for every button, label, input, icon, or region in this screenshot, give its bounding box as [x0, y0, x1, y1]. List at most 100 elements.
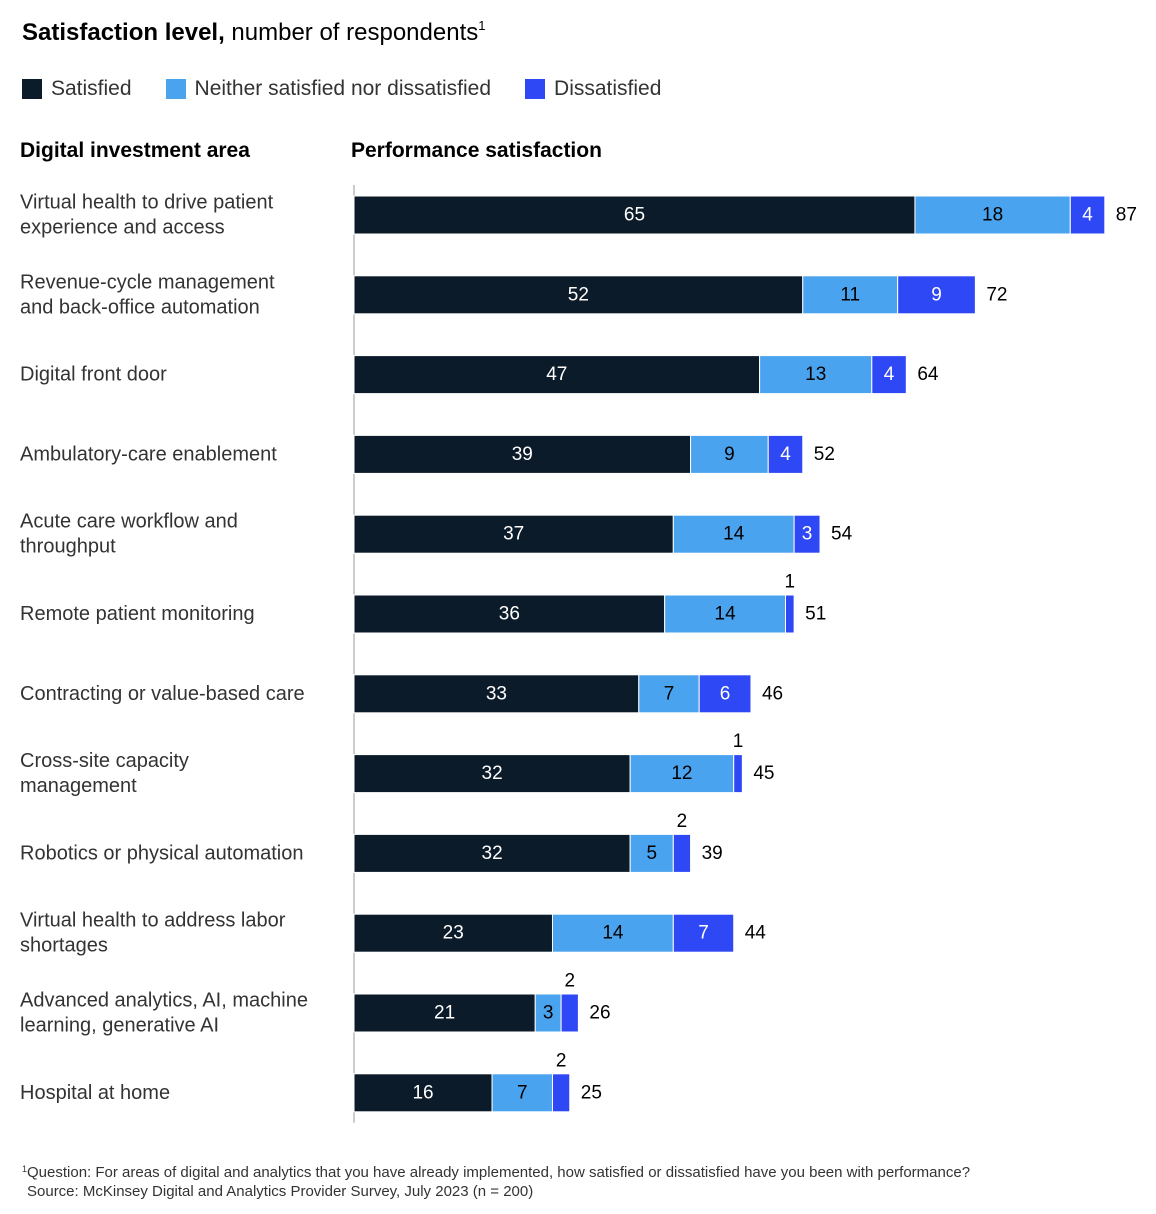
category-label: Advanced analytics, AI, machine: [20, 990, 308, 1012]
legend-swatch-neither: [165, 79, 186, 99]
data-label-satisfied: 32: [482, 843, 503, 864]
category-label: Revenue-cycle management: [20, 271, 275, 293]
column-header-investment-area: Digital investment area: [20, 139, 250, 162]
bar-segment-neither: [690, 434, 769, 474]
bar-segment-dissatisfied: [672, 913, 735, 953]
bar-segment-satisfied: [353, 275, 804, 315]
data-label-satisfied: 65: [624, 205, 645, 226]
legend-item-neither: Neither satisfied nor dissatisfied: [165, 77, 492, 101]
data-label-neither: 3: [543, 1003, 554, 1024]
bar-segment-neither: [759, 355, 873, 395]
data-label-satisfied: 37: [503, 524, 524, 545]
bar-segment-dissatisfied: [871, 355, 907, 395]
data-label-neither: 13: [805, 364, 826, 385]
total-label: 25: [581, 1082, 602, 1103]
chart-title: Satisfaction level, number of respondent…: [22, 18, 485, 47]
footnote-source: Source: McKinsey Digital and Analytics P…: [27, 1183, 534, 1200]
category-label: throughput: [20, 536, 116, 558]
data-label-neither: 7: [517, 1082, 528, 1103]
bar-segment-dissatisfied: [793, 514, 821, 554]
data-label-dissatisfied: 2: [556, 1050, 567, 1071]
category-label: Cross-site capacity: [20, 750, 189, 772]
bar-segment-dissatisfied: [733, 754, 743, 794]
total-label: 52: [814, 444, 835, 465]
category-label: management: [20, 775, 137, 797]
data-label-dissatisfied: 1: [733, 731, 744, 752]
bar-segment-dissatisfied: [785, 594, 795, 634]
category-label: learning, generative AI: [20, 1015, 219, 1037]
data-label-dissatisfied: 2: [677, 811, 688, 832]
data-label-neither: 18: [982, 205, 1003, 226]
data-label-dissatisfied: 9: [931, 284, 942, 305]
legend-label-neither: Neither satisfied nor dissatisfied: [194, 77, 492, 100]
data-label-dissatisfied: 4: [1082, 205, 1093, 226]
category-label: Remote patient monitoring: [20, 603, 255, 625]
bar-segment-neither: [638, 674, 700, 714]
total-label: 44: [745, 923, 767, 944]
total-label: 72: [986, 284, 1007, 305]
category-label: Digital front door: [20, 364, 167, 386]
legend-item-satisfied: Satisfied: [22, 77, 132, 101]
data-label-neither: 11: [840, 284, 860, 305]
legend: Satisfied Neither satisfied nor dissatis…: [22, 77, 695, 101]
data-label-dissatisfied: 1: [785, 572, 796, 593]
data-label-neither: 14: [723, 524, 745, 545]
bar-segment-neither: [914, 195, 1071, 235]
bar-segment-neither: [629, 833, 674, 873]
data-label-satisfied: 21: [434, 1003, 455, 1024]
category-label: Virtual health to drive patient: [20, 192, 274, 214]
data-label-satisfied: 23: [443, 923, 464, 944]
data-label-satisfied: 32: [482, 763, 503, 784]
category-label: shortages: [20, 935, 108, 957]
total-label: 87: [1116, 205, 1137, 226]
data-label-satisfied: 36: [499, 604, 520, 625]
chart-title-bold: Satisfaction level,: [22, 19, 225, 46]
category-label: Hospital at home: [20, 1082, 170, 1104]
footnote-question-text: Question: For areas of digital and analy…: [27, 1164, 971, 1181]
category-label: experience and access: [20, 217, 225, 239]
category-label: Contracting or value-based care: [20, 683, 305, 705]
footnote: 1Question: For areas of digital and anal…: [22, 1160, 970, 1201]
total-label: 51: [805, 604, 826, 625]
legend-label-dissatisfied: Dissatisfied: [554, 77, 662, 100]
bar-segment-satisfied: [353, 993, 536, 1033]
legend-item-dissatisfied: Dissatisfied: [525, 77, 661, 101]
total-label: 46: [762, 683, 783, 704]
category-label: Acute care workflow and: [20, 511, 238, 533]
total-label: 45: [753, 763, 774, 784]
bar-segment-satisfied: [353, 594, 666, 634]
data-label-neither: 5: [646, 843, 657, 864]
data-label-neither: 12: [671, 763, 692, 784]
total-label: 26: [589, 1003, 610, 1024]
bar-segment-neither: [672, 514, 795, 554]
bar-segment-dissatisfied: [767, 434, 804, 474]
bar-segment-neither: [629, 754, 735, 794]
bar-segment-dissatisfied: [897, 275, 976, 315]
legend-swatch-satisfied: [22, 79, 42, 99]
data-label-satisfied: 39: [512, 444, 533, 465]
bar-segment-dissatisfied: [1069, 195, 1106, 235]
bar-segment-dissatisfied: [551, 1073, 571, 1113]
data-label-dissatisfied: 2: [564, 971, 575, 992]
column-header-performance-satisfaction: Performance satisfaction: [351, 139, 602, 162]
category-label: Virtual health to address labor: [20, 910, 286, 932]
stacked-bar-chart: Virtual health to drive patient experienc…: [20, 185, 1137, 1123]
bar-segment-dissatisfied: [560, 993, 579, 1033]
bar-segment-dissatisfied: [698, 674, 752, 714]
bar-segment-satisfied: [353, 355, 761, 395]
bar-segment-neither: [534, 993, 562, 1033]
data-label-dissatisfied: 4: [884, 364, 895, 385]
footnote-question: 1Question: For areas of digital and anal…: [22, 1160, 970, 1182]
bar-segment-satisfied: [353, 674, 640, 714]
data-label-satisfied: 47: [546, 364, 567, 385]
category-label: and back-office automation: [20, 296, 260, 318]
total-label: 39: [702, 843, 723, 864]
data-label-neither: 7: [664, 683, 675, 704]
bar-segment-satisfied: [353, 514, 674, 554]
bar-segment-satisfied: [353, 1073, 493, 1113]
data-label-satisfied: 33: [486, 683, 507, 704]
bar-segment-satisfied: [353, 195, 916, 235]
data-label-neither: 14: [715, 604, 737, 625]
data-label-satisfied: 16: [412, 1082, 433, 1103]
bar-segment-neither: [491, 1073, 553, 1113]
